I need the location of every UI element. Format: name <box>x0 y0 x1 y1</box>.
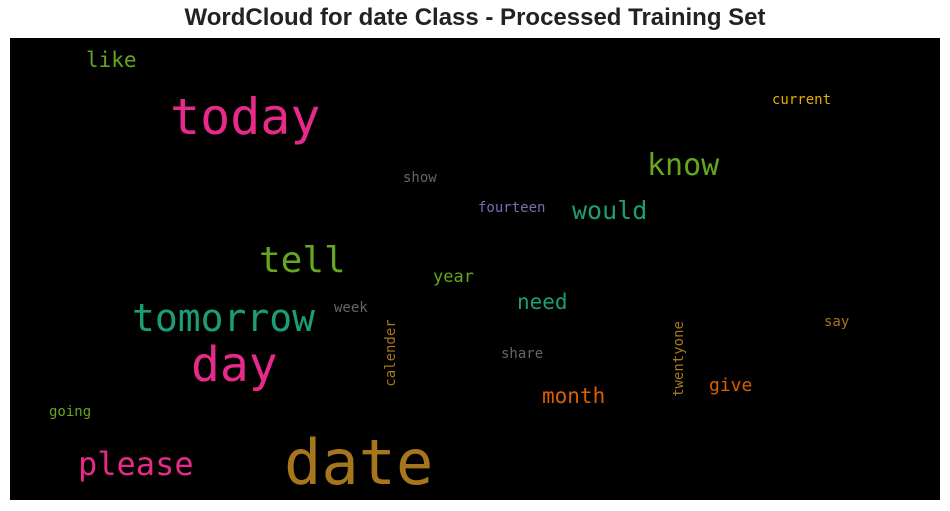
word-would: would <box>572 196 647 225</box>
word-fourteen: fourteen <box>478 200 545 216</box>
word-like: like <box>86 48 137 72</box>
word-week: week <box>334 300 368 316</box>
word-going: going <box>49 404 91 420</box>
word-know: know <box>647 148 720 183</box>
cloud-background <box>10 38 940 500</box>
word-share: share <box>501 346 543 362</box>
word-current: current <box>772 92 831 108</box>
word-calender: calender <box>383 319 399 386</box>
word-tell: tell <box>259 240 346 281</box>
word-month: month <box>542 384 605 408</box>
word-need: need <box>517 290 568 314</box>
word-today: today <box>170 88 321 146</box>
word-tomorrow: tomorrow <box>132 296 315 340</box>
word-say: say <box>824 314 849 330</box>
chart-title: WordCloud for date Class - Processed Tra… <box>184 4 766 31</box>
word-day: day <box>191 337 278 393</box>
word-date: date <box>284 426 433 499</box>
word-give: give <box>709 375 752 396</box>
word-year: year <box>433 267 474 287</box>
word-please: please <box>78 445 194 483</box>
word-twentyone: twentyone <box>671 321 687 397</box>
word-show: show <box>403 170 437 186</box>
